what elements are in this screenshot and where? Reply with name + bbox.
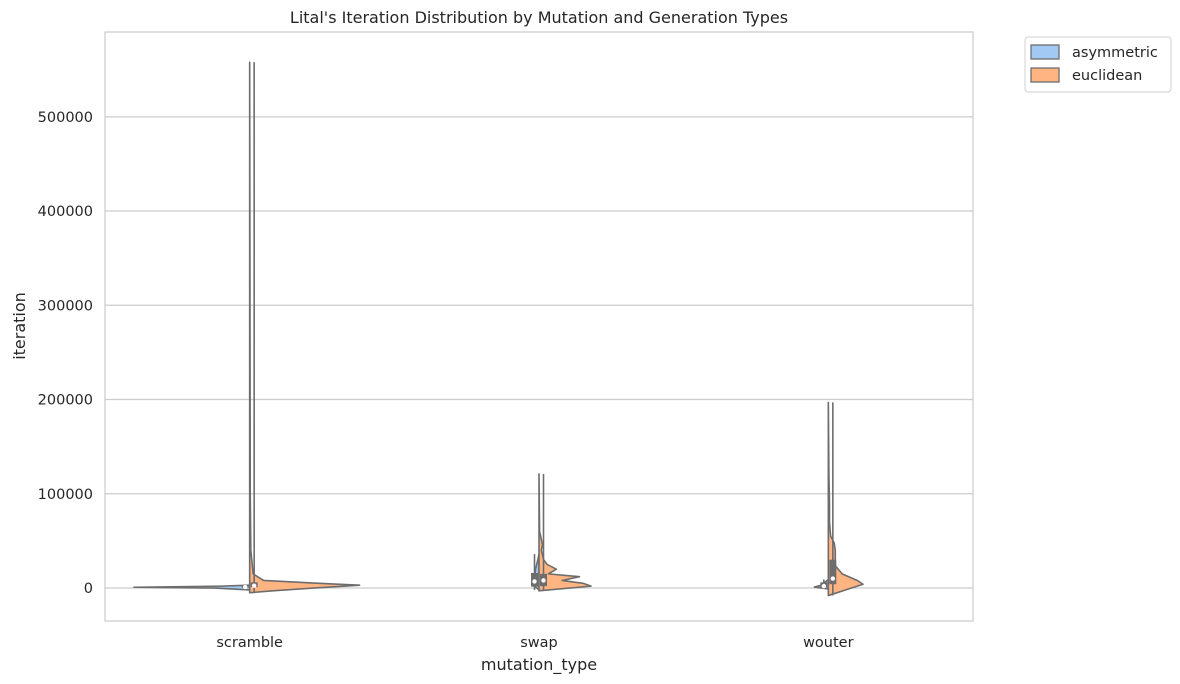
x-tick-label: swap: [520, 635, 558, 651]
violin-euclidean-scramble: [248, 61, 361, 594]
median-asymmetric-swap: [532, 579, 537, 584]
iqr-box-euclidean-wouter: [829, 559, 837, 585]
y-tick-label: 0: [84, 581, 93, 597]
y-tick-label: 200000: [38, 393, 93, 409]
median-asymmetric-wouter: [821, 583, 827, 589]
violins: [133, 61, 864, 597]
legend-label-euclidean: euclidean: [1072, 68, 1142, 84]
y-tick-label: 100000: [38, 487, 93, 503]
y-axis-label: iteration: [10, 292, 29, 360]
y-tick-label: 300000: [38, 298, 93, 314]
x-tick-label: scramble: [216, 635, 283, 651]
y-tick-label: 400000: [38, 204, 93, 220]
legend-swatch-euclidean: [1030, 67, 1060, 83]
y-axis-ticks: 0 100000 200000 300000 400000 500000: [38, 110, 93, 597]
median-asymmetric-scramble: [242, 584, 248, 590]
legend-box: [1024, 36, 1172, 93]
plot-frame: [104, 31, 974, 622]
median-euclidean-wouter: [830, 576, 836, 581]
legend: asymmetric euclidean: [1024, 36, 1172, 93]
x-axis-label: mutation_type: [481, 655, 597, 675]
median-euclidean-scramble: [251, 583, 257, 588]
y-tick-label: 500000: [38, 110, 93, 126]
legend-swatch-asymmetric: [1030, 44, 1060, 60]
legend-label-asymmetric: asymmetric: [1072, 45, 1158, 61]
chart-title: Lital's Iteration Distribution by Mutati…: [290, 8, 788, 27]
x-axis-ticks: scramble swap wouter: [216, 635, 853, 651]
x-tick-label: wouter: [803, 635, 854, 651]
median-euclidean-swap: [541, 578, 546, 583]
